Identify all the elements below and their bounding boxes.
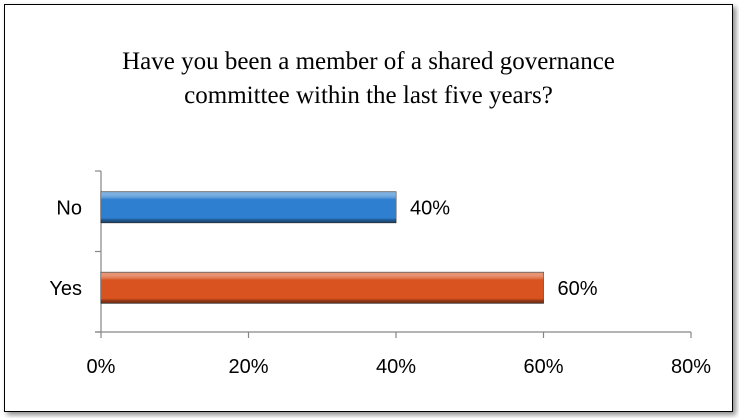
chart-title: Have you been a member of a shared gover… <box>122 48 615 109</box>
x-tick-label: 60% <box>523 356 563 378</box>
bar <box>100 191 397 224</box>
x-tick-label: 40% <box>376 356 416 378</box>
data-label: 60% <box>558 278 598 300</box>
labels: 0% 20% 40% 60% 80% No 40% Yes 60% <box>49 197 711 378</box>
x-tick-label: 0% <box>87 356 116 378</box>
bars <box>100 191 544 304</box>
x-tick-label: 20% <box>228 356 268 378</box>
category-label: No <box>56 197 82 219</box>
x-tick-label: 80% <box>671 356 711 378</box>
data-label: 40% <box>410 197 450 219</box>
bar <box>100 271 544 304</box>
category-label: Yes <box>49 278 82 300</box>
